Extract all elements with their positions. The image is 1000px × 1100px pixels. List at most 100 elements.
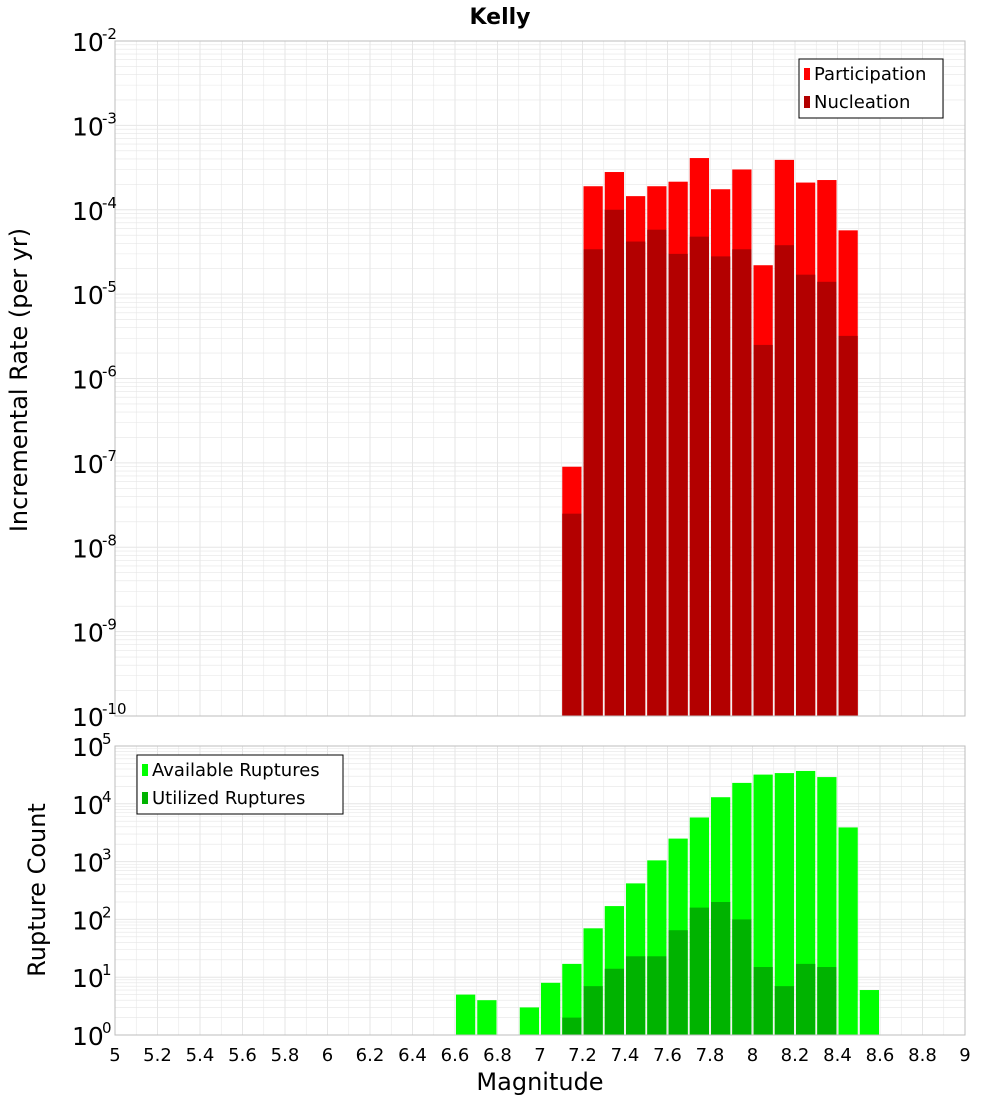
x-tick-label: 7.8 (696, 1045, 725, 1066)
y-tick-exponent: -10 (102, 700, 127, 718)
bar-available-ruptures (838, 827, 858, 1035)
y-tick-exponent: -7 (102, 447, 117, 465)
y-tick-exponent: 5 (102, 730, 112, 748)
y-tick-exponent: 1 (102, 961, 112, 979)
bar-available-ruptures (541, 982, 561, 1035)
bar-utilized-ruptures (817, 967, 837, 1035)
bar-nucleation (689, 236, 709, 716)
x-tick-label: 9 (959, 1045, 970, 1066)
bar-utilized-ruptures (583, 986, 603, 1035)
bar-nucleation (732, 249, 752, 716)
legend-label-nucleation: Nucleation (814, 92, 910, 113)
y-tick-label: 10 (72, 281, 104, 310)
legend-label-available-ruptures: Available Ruptures (152, 760, 320, 781)
bar-utilized-ruptures (626, 956, 646, 1035)
x-tick-label: 5.8 (271, 1045, 300, 1066)
x-tick-label: 5.4 (186, 1045, 215, 1066)
bar-available-ruptures (456, 994, 476, 1035)
legend-label-utilized-ruptures: Utilized Ruptures (152, 788, 305, 809)
x-tick-label: 7 (534, 1045, 545, 1066)
x-tick-label: 8.6 (866, 1045, 895, 1066)
legend-label-participation: Participation (814, 64, 926, 85)
legend-swatch-utilized-ruptures (142, 792, 148, 804)
y-tick-label: 10 (72, 849, 104, 878)
bar-utilized-ruptures (647, 956, 667, 1035)
y-tick-label: 10 (72, 112, 104, 141)
bar-nucleation (668, 253, 688, 716)
top-plot-frame (114, 40, 966, 717)
bar-nucleation (711, 256, 731, 716)
y-tick-label: 10 (72, 791, 104, 820)
y-tick-exponent: -2 (102, 25, 117, 43)
bar-utilized-ruptures (689, 907, 709, 1035)
y-tick-exponent: 0 (102, 1019, 112, 1037)
x-tick-label: 6.2 (356, 1045, 385, 1066)
x-tick-label: 8.2 (781, 1045, 810, 1066)
bar-nucleation (562, 513, 582, 716)
bar-utilized-ruptures (753, 967, 773, 1035)
y-tick-exponent: -9 (102, 616, 117, 634)
x-tick-label: 8.4 (823, 1045, 852, 1066)
y-tick-exponent: 3 (102, 846, 112, 864)
bottom-legend: Available Ruptures Utilized Ruptures (136, 754, 344, 815)
x-tick-label: 6.8 (483, 1045, 512, 1066)
x-ticks: 5 5.2 5.4 5.6 5.8 6 6.2 6.4 6.6 6.8 7 7.2 7.4 7.6 7.8 8… (109, 1045, 970, 1066)
y-tick-label: 10 (72, 906, 104, 935)
bottom-y-axis-label: Rupture Count (23, 803, 51, 977)
bar-available-ruptures (519, 1007, 539, 1035)
legend-swatch-nucleation (804, 96, 810, 108)
top-y-axis-label: Incremental Rate (per yr) (5, 228, 33, 532)
x-tick-label: 8 (747, 1045, 758, 1066)
y-tick-label: 10 (72, 1022, 104, 1051)
x-tick-label: 7.2 (568, 1045, 597, 1066)
y-tick-exponent: -4 (102, 194, 117, 212)
y-tick-label: 10 (72, 703, 104, 732)
bar-nucleation (796, 274, 816, 716)
x-tick-label: 7.4 (611, 1045, 640, 1066)
bar-available-ruptures (774, 773, 794, 1035)
x-tick-label: 6 (322, 1045, 333, 1066)
y-tick-exponent: 2 (102, 903, 112, 921)
y-tick-exponent: -3 (102, 109, 117, 127)
x-tick-label: 7.6 (653, 1045, 682, 1066)
x-tick-label: 8.8 (908, 1045, 937, 1066)
bar-nucleation (583, 249, 603, 716)
bar-nucleation (604, 209, 624, 716)
bar-nucleation (817, 281, 837, 716)
y-tick-label: 10 (72, 964, 104, 993)
bar-available-ruptures (477, 1000, 497, 1035)
bottom-legend-box (136, 754, 344, 815)
x-tick-label: 5.2 (143, 1045, 172, 1066)
bar-utilized-ruptures (604, 968, 624, 1035)
bar-utilized-ruptures (774, 986, 794, 1035)
bar-utilized-ruptures (732, 919, 752, 1035)
x-tick-label: 5.6 (228, 1045, 257, 1066)
top-bars (562, 158, 858, 717)
y-tick-label: 10 (72, 534, 104, 563)
bar-utilized-ruptures (562, 1017, 582, 1035)
y-tick-exponent: -5 (102, 278, 117, 296)
y-tick-label: 10 (72, 619, 104, 648)
bar-utilized-ruptures (668, 930, 688, 1035)
bar-nucleation (647, 229, 667, 717)
bar-utilized-ruptures (711, 902, 731, 1035)
legend-swatch-participation (804, 68, 810, 80)
bar-nucleation (774, 245, 794, 717)
x-tick-label: 6.4 (398, 1045, 427, 1066)
bar-utilized-ruptures (796, 963, 816, 1035)
chart-title: Kelly (469, 5, 530, 30)
top-legend: Participation Nucleation (798, 58, 944, 119)
y-tick-label: 10 (72, 197, 104, 226)
x-tick-label: 5 (109, 1045, 120, 1066)
x-axis-label: Magnitude (476, 1068, 603, 1096)
bar-nucleation (753, 344, 773, 716)
legend-swatch-available-ruptures (142, 764, 148, 776)
x-tick-label: 6.6 (441, 1045, 470, 1066)
y-tick-exponent: 4 (102, 788, 112, 806)
bottom-plot-frame (114, 745, 966, 1036)
